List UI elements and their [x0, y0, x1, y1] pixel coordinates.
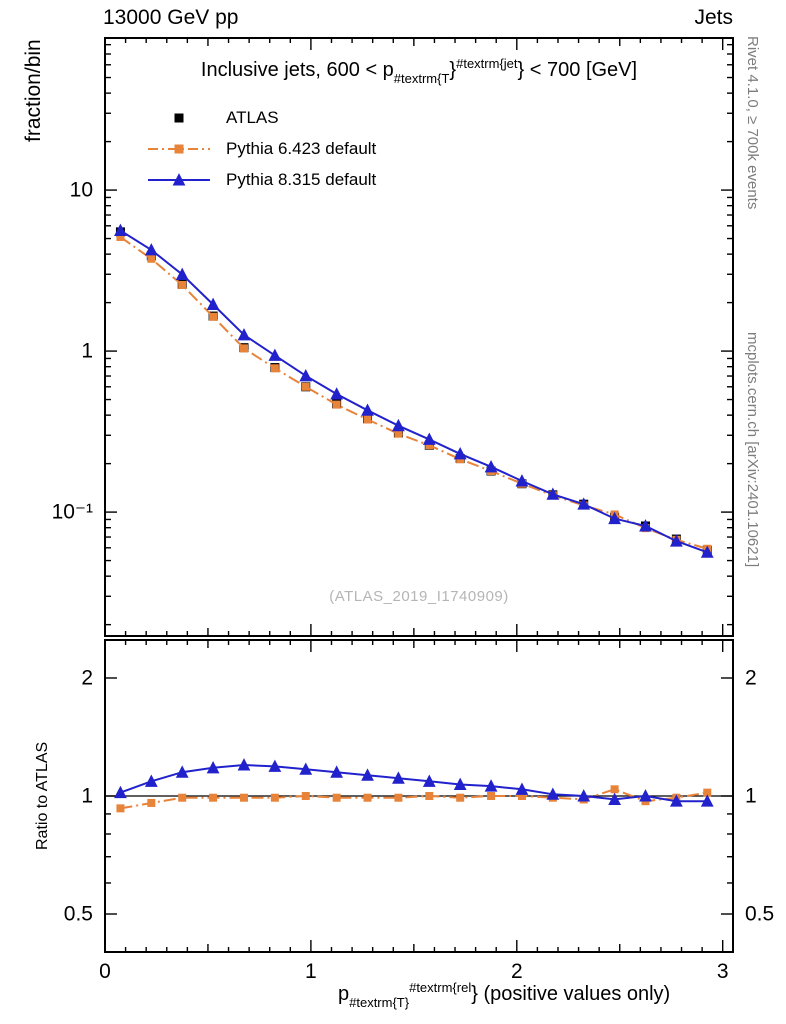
rivet-version-label: Rivet 4.1.0, ≥ 700k events	[744, 36, 761, 210]
title-brace2: }	[517, 59, 525, 81]
legend-label: Pythia 6.423 default	[226, 138, 377, 158]
xlabel-subscript: #textrm{T}	[349, 995, 410, 1010]
legend-label: Pythia 8.315 default	[226, 169, 377, 189]
svg-text:10: 10	[70, 179, 93, 202]
beam-energy-label: 13000 GeV pp	[103, 6, 239, 29]
svg-text:1: 1	[81, 340, 93, 363]
svg-text:1: 1	[745, 785, 757, 808]
process-label: Jets	[694, 6, 733, 29]
svg-text:3: 3	[717, 960, 729, 983]
svg-text:0: 0	[99, 960, 111, 983]
title-superscript: #textrm{jet	[456, 56, 518, 71]
title-pre: Inclusive jets, 600 < p	[200, 59, 394, 81]
svg-text:2: 2	[81, 666, 93, 689]
title-subscript: #textrm{T	[393, 71, 450, 86]
ratio-panel: 2 2 1 1 0.5 0.5 0 1 2 3	[64, 639, 774, 983]
xlabel-superscript: #textrm{rel	[409, 980, 472, 995]
legend-label: ATLAS	[226, 107, 279, 127]
xlabel-pre: p	[338, 983, 350, 1005]
fraction-per-bin-ylabel: fraction/bin	[22, 39, 45, 142]
svg-text:1: 1	[81, 785, 93, 808]
title-brace1: }	[449, 59, 457, 81]
legend-item-pythia8: Pythia 8.315 default	[146, 164, 376, 195]
legend: ATLAS Pythia 6.423 default Pythia 8.315 …	[146, 102, 376, 195]
svg-text:0.5: 0.5	[745, 903, 774, 926]
svg-text:0.5: 0.5	[64, 903, 93, 926]
svg-text:2: 2	[745, 666, 757, 689]
svg-text:1: 1	[305, 960, 317, 983]
xlabel-post: } (positive values only)	[471, 983, 671, 1005]
ratio-ylabel: Ratio to ATLAS	[34, 741, 51, 850]
legend-item-pythia6: Pythia 6.423 default	[146, 133, 376, 164]
svg-text:2: 2	[511, 960, 523, 983]
analysis-watermark: (ATLAS_2019_I1740909)	[329, 588, 509, 605]
mcplots-arxiv-label: mcplots.cern.ch [arXiv:2401.10621]	[744, 332, 761, 568]
pythia8-line-icon	[148, 172, 210, 185]
atlas-marker-icon	[174, 113, 184, 122]
main-panel: 10 1 10⁻¹	[52, 37, 734, 637]
pythia6-line-icon	[148, 144, 210, 153]
plot-title: Inclusive jets, 600 < p#textrm{T}#textrm…	[105, 56, 733, 86]
x-axis-label: p#textrm{T}#textrm{rel} (positive values…	[338, 980, 671, 1010]
legend-item-atlas: ATLAS	[146, 102, 376, 133]
title-post: < 700 [GeV]	[524, 59, 638, 81]
svg-text:10⁻¹: 10⁻¹	[52, 501, 93, 524]
